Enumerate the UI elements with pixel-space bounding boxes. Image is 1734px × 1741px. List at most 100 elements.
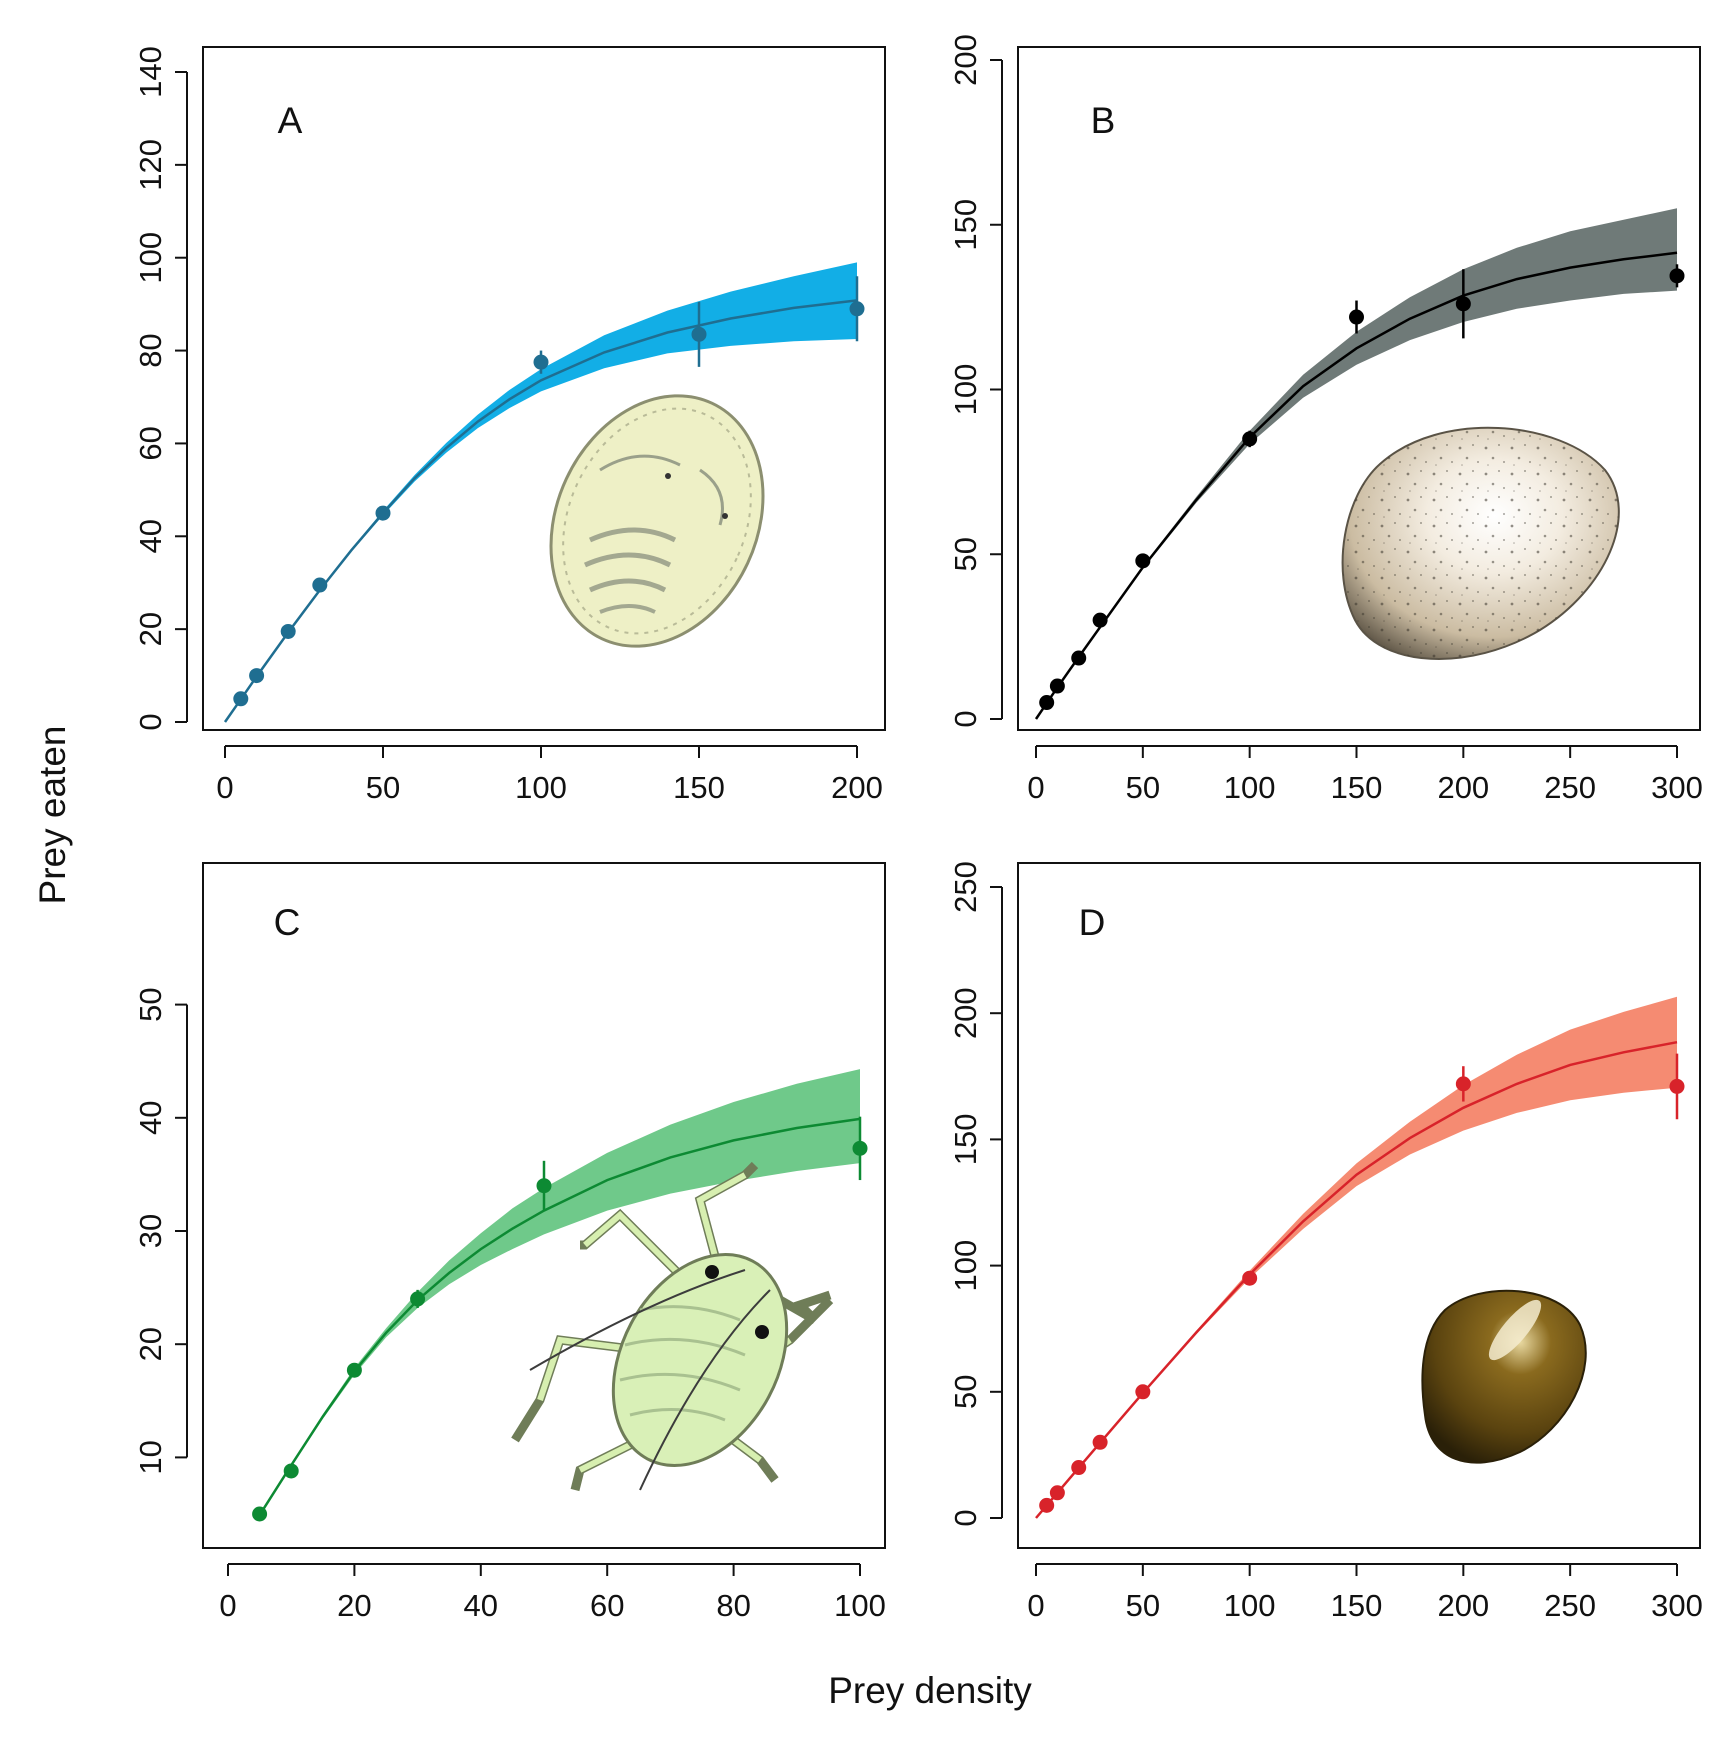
y-tick-label: 60 xyxy=(133,426,168,460)
panel-letter: B xyxy=(1091,100,1116,141)
data-point xyxy=(1071,1460,1087,1476)
data-point xyxy=(1049,678,1065,694)
data-point xyxy=(1349,309,1364,325)
y-tick-label: 20 xyxy=(133,1327,168,1361)
x-tick-label: 200 xyxy=(1437,770,1489,805)
x-tick-label: 0 xyxy=(219,1588,236,1623)
panel-c: 0 20 40 60 80 100 10 20 30 40 50 C xyxy=(133,862,886,1623)
y-tick-label: 0 xyxy=(133,713,168,730)
plot-frame xyxy=(1017,862,1701,1549)
x-tick-label: 150 xyxy=(1331,770,1383,805)
data-point xyxy=(1455,1076,1471,1092)
y-tick-label: 150 xyxy=(948,1114,983,1166)
confidence-band xyxy=(1036,208,1677,720)
data-point xyxy=(852,1140,868,1156)
x-tick-label: 20 xyxy=(337,1588,371,1623)
data-point xyxy=(346,1362,362,1378)
x-tick-label: 0 xyxy=(1027,1588,1044,1623)
x-tick-label: 100 xyxy=(834,1588,886,1623)
y-tick-label: 200 xyxy=(948,34,983,86)
plot-frame xyxy=(1017,46,1701,731)
x-tick-label: 150 xyxy=(673,770,725,805)
y-tick-label: 0 xyxy=(948,710,983,727)
confidence-band xyxy=(1036,996,1677,1518)
y-tick-label: 10 xyxy=(133,1440,168,1474)
y-tick-label: 20 xyxy=(133,612,168,646)
data-point xyxy=(691,326,707,342)
panel-letter: A xyxy=(278,100,303,141)
data-point xyxy=(1071,650,1087,666)
egg-d-illustration xyxy=(1421,1289,1587,1464)
data-point xyxy=(849,301,865,317)
panel-a: 0 50 100 150 200 0 20 40 60 80 100 120 140 A xyxy=(133,46,886,805)
data-point xyxy=(536,1178,552,1194)
panel-letter: C xyxy=(274,902,301,943)
y-tick-label: 150 xyxy=(948,199,983,251)
x-tick-label: 300 xyxy=(1651,770,1703,805)
y-axis-title: Prey eaten xyxy=(32,726,73,905)
data-point xyxy=(410,1291,426,1307)
data-point xyxy=(1135,1384,1151,1400)
egg-b-illustration xyxy=(1341,426,1620,660)
y-tick-label: 250 xyxy=(948,861,983,913)
x-tick-label: 200 xyxy=(1437,1588,1489,1623)
y-tick-label: 100 xyxy=(133,232,168,284)
data-point xyxy=(1092,612,1108,628)
data-point xyxy=(1669,268,1685,284)
data-point xyxy=(1242,1270,1258,1286)
data-point xyxy=(375,505,391,521)
x-tick-label: 50 xyxy=(1126,1588,1160,1623)
x-tick-label: 80 xyxy=(716,1588,750,1623)
x-tick-label: 0 xyxy=(1027,770,1044,805)
y-tick-label: 140 xyxy=(133,46,168,98)
x-tick-label: 250 xyxy=(1544,770,1596,805)
x-tick-label: 300 xyxy=(1651,1588,1703,1623)
x-tick-label: 100 xyxy=(1224,1588,1276,1623)
fit-line xyxy=(1034,251,1678,720)
data-point xyxy=(1092,1434,1108,1450)
data-point xyxy=(312,577,328,593)
panel-d: 0 50 100 150 200 250 300 0 50 100 150 200 250 D xyxy=(948,861,1703,1623)
fit-line xyxy=(223,299,858,723)
x-tick-label: 50 xyxy=(366,770,400,805)
mealybug-illustration xyxy=(549,394,765,648)
x-tick-label: 0 xyxy=(216,770,233,805)
data-point xyxy=(1135,553,1151,569)
y-tick-label: 100 xyxy=(948,364,983,416)
data-point xyxy=(280,623,296,639)
panel-letter: D xyxy=(1079,902,1106,943)
y-tick-label: 200 xyxy=(948,987,983,1039)
x-tick-label: 60 xyxy=(590,1588,624,1623)
x-tick-label: 150 xyxy=(1331,1588,1383,1623)
data-point xyxy=(1455,296,1471,312)
x-tick-label: 50 xyxy=(1126,770,1160,805)
x-axis-title: Prey density xyxy=(828,1670,1032,1711)
data-point xyxy=(1049,1485,1065,1501)
fit-line xyxy=(258,1117,861,1516)
y-tick-label: 120 xyxy=(133,139,168,191)
x-tick-label: 200 xyxy=(831,770,883,805)
y-tick-label: 80 xyxy=(133,333,168,367)
y-tick-label: 100 xyxy=(948,1240,983,1292)
data-point xyxy=(533,354,549,370)
y-tick-label: 50 xyxy=(948,537,983,571)
panel-b: 0 50 100 150 200 250 300 0 50 100 150 200 B xyxy=(948,34,1703,805)
x-tick-label: 100 xyxy=(515,770,567,805)
x-tick-label: 250 xyxy=(1544,1588,1596,1623)
aphid-illustration xyxy=(511,1161,834,1492)
plot-frame xyxy=(202,862,886,1549)
y-tick-label: 50 xyxy=(133,987,168,1021)
x-tick-label: 100 xyxy=(1224,770,1276,805)
y-tick-label: 50 xyxy=(948,1375,983,1409)
data-point xyxy=(1242,431,1258,447)
y-tick-label: 40 xyxy=(133,519,168,553)
data-point xyxy=(283,1463,299,1479)
y-tick-label: 40 xyxy=(133,1101,168,1135)
data-point xyxy=(1669,1078,1685,1094)
data-point xyxy=(233,691,249,707)
data-point xyxy=(252,1506,268,1522)
data-point xyxy=(249,668,265,684)
fit-line xyxy=(1035,1040,1678,1519)
x-tick-label: 40 xyxy=(464,1588,498,1623)
